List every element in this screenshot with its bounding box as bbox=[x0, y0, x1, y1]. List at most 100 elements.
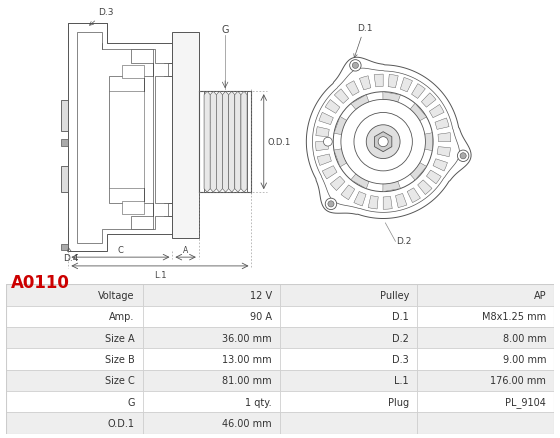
FancyBboxPatch shape bbox=[417, 327, 554, 349]
FancyBboxPatch shape bbox=[6, 391, 143, 412]
Text: 176.00 mm: 176.00 mm bbox=[491, 375, 546, 385]
Polygon shape bbox=[318, 155, 332, 166]
FancyBboxPatch shape bbox=[143, 412, 280, 434]
FancyBboxPatch shape bbox=[280, 370, 417, 391]
FancyBboxPatch shape bbox=[143, 327, 280, 349]
Polygon shape bbox=[334, 117, 347, 135]
Polygon shape bbox=[354, 192, 366, 206]
Polygon shape bbox=[109, 50, 153, 230]
Polygon shape bbox=[346, 81, 359, 96]
Polygon shape bbox=[351, 174, 369, 189]
Text: Voltage: Voltage bbox=[98, 290, 134, 300]
Polygon shape bbox=[418, 180, 432, 195]
Polygon shape bbox=[400, 78, 413, 92]
FancyBboxPatch shape bbox=[280, 412, 417, 434]
Text: 81.00 mm: 81.00 mm bbox=[222, 375, 272, 385]
Circle shape bbox=[366, 126, 400, 159]
Text: 90 A: 90 A bbox=[250, 311, 272, 321]
Polygon shape bbox=[351, 95, 369, 110]
Polygon shape bbox=[228, 92, 235, 193]
Polygon shape bbox=[383, 182, 400, 192]
FancyBboxPatch shape bbox=[143, 285, 280, 306]
Polygon shape bbox=[374, 75, 383, 88]
Polygon shape bbox=[322, 166, 337, 180]
Polygon shape bbox=[410, 163, 427, 181]
Polygon shape bbox=[316, 127, 329, 138]
FancyBboxPatch shape bbox=[143, 370, 280, 391]
Polygon shape bbox=[334, 149, 347, 167]
Polygon shape bbox=[68, 24, 172, 252]
Polygon shape bbox=[383, 197, 392, 210]
FancyBboxPatch shape bbox=[417, 349, 554, 370]
Text: Size A: Size A bbox=[105, 333, 134, 343]
Polygon shape bbox=[62, 244, 68, 251]
FancyBboxPatch shape bbox=[143, 391, 280, 412]
FancyBboxPatch shape bbox=[6, 412, 143, 434]
Text: 12 V: 12 V bbox=[250, 290, 272, 300]
Text: Amp.: Amp. bbox=[109, 311, 134, 321]
Polygon shape bbox=[375, 132, 392, 152]
Text: AP: AP bbox=[534, 290, 546, 300]
FancyBboxPatch shape bbox=[417, 412, 554, 434]
Polygon shape bbox=[424, 134, 432, 151]
Polygon shape bbox=[60, 166, 68, 193]
Polygon shape bbox=[62, 140, 68, 147]
Text: O.D.1: O.D.1 bbox=[267, 138, 291, 147]
Polygon shape bbox=[247, 92, 251, 193]
Text: D.1: D.1 bbox=[392, 311, 409, 321]
Text: Plug: Plug bbox=[388, 397, 409, 407]
Polygon shape bbox=[341, 186, 355, 200]
Circle shape bbox=[349, 60, 361, 72]
Polygon shape bbox=[199, 92, 204, 193]
Text: 13.00 mm: 13.00 mm bbox=[222, 354, 272, 364]
Polygon shape bbox=[172, 33, 199, 239]
Polygon shape bbox=[241, 92, 247, 193]
Text: D.1: D.1 bbox=[354, 24, 372, 58]
Circle shape bbox=[328, 201, 334, 208]
FancyBboxPatch shape bbox=[6, 306, 143, 327]
Text: D.4: D.4 bbox=[63, 248, 78, 263]
Polygon shape bbox=[438, 133, 451, 142]
Text: 36.00 mm: 36.00 mm bbox=[222, 333, 272, 343]
FancyBboxPatch shape bbox=[6, 349, 143, 370]
Polygon shape bbox=[306, 58, 471, 219]
Text: PL_9104: PL_9104 bbox=[505, 396, 546, 407]
FancyBboxPatch shape bbox=[417, 370, 554, 391]
FancyBboxPatch shape bbox=[280, 327, 417, 349]
Text: D.3: D.3 bbox=[90, 8, 113, 26]
Circle shape bbox=[354, 113, 412, 171]
Text: C: C bbox=[118, 245, 123, 254]
Polygon shape bbox=[407, 188, 421, 203]
Polygon shape bbox=[204, 92, 210, 193]
FancyBboxPatch shape bbox=[143, 349, 280, 370]
Text: L.1: L.1 bbox=[394, 375, 409, 385]
Polygon shape bbox=[77, 33, 168, 243]
Polygon shape bbox=[430, 105, 444, 118]
Text: Pulley: Pulley bbox=[380, 290, 409, 300]
Text: O.D.1: O.D.1 bbox=[108, 418, 134, 428]
Polygon shape bbox=[68, 228, 104, 252]
Polygon shape bbox=[330, 177, 345, 191]
Polygon shape bbox=[426, 171, 441, 184]
Polygon shape bbox=[315, 142, 328, 152]
Text: 8.00 mm: 8.00 mm bbox=[503, 333, 546, 343]
Polygon shape bbox=[410, 104, 427, 121]
FancyBboxPatch shape bbox=[6, 285, 143, 306]
Text: D.2: D.2 bbox=[396, 236, 412, 245]
Text: G: G bbox=[221, 25, 229, 35]
Polygon shape bbox=[395, 194, 407, 208]
Text: G: G bbox=[127, 397, 134, 407]
FancyBboxPatch shape bbox=[280, 349, 417, 370]
Text: A: A bbox=[183, 245, 188, 254]
Polygon shape bbox=[388, 75, 398, 88]
Text: Size B: Size B bbox=[105, 354, 134, 364]
Polygon shape bbox=[360, 77, 371, 91]
Polygon shape bbox=[435, 119, 449, 130]
Polygon shape bbox=[216, 92, 222, 193]
Polygon shape bbox=[222, 92, 228, 193]
Polygon shape bbox=[412, 85, 425, 99]
Text: L.1: L.1 bbox=[153, 271, 166, 280]
Circle shape bbox=[341, 100, 426, 184]
Text: D.2: D.2 bbox=[392, 333, 409, 343]
Text: M8x1.25 mm: M8x1.25 mm bbox=[482, 311, 546, 321]
